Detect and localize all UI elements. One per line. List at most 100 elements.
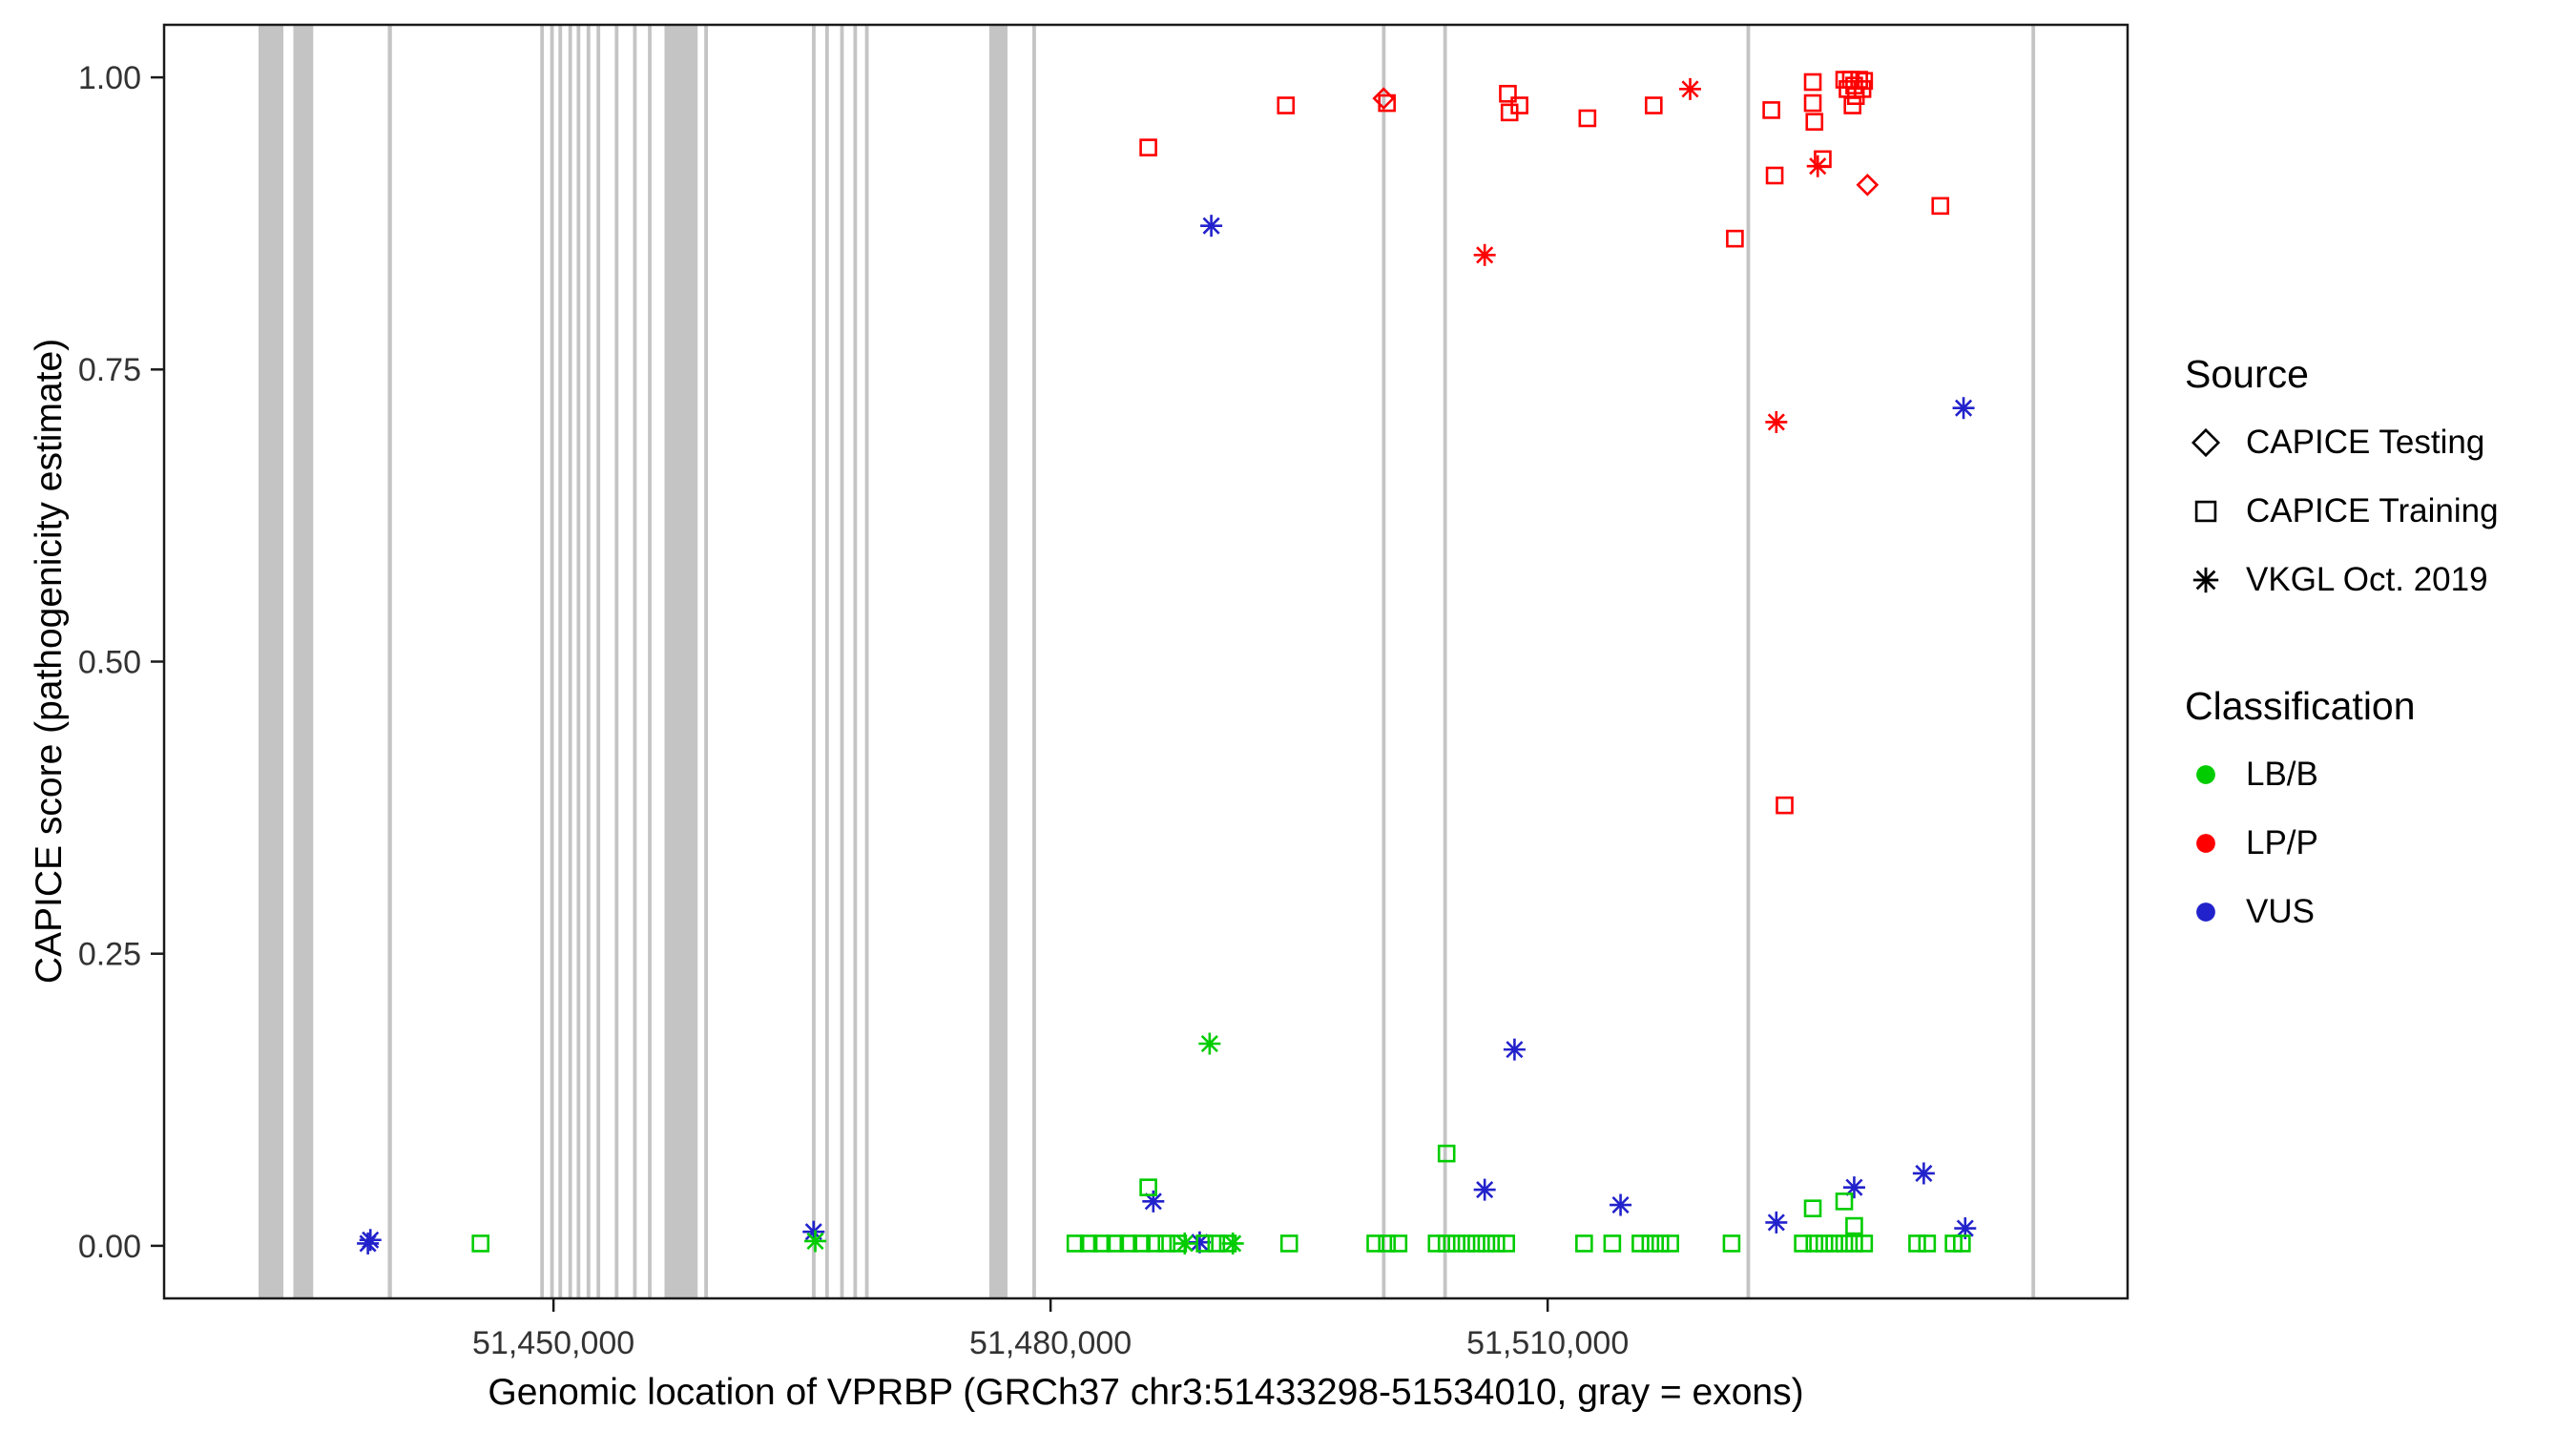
data-point [1855,1234,1874,1253]
data-point [1473,1178,1496,1201]
data-point [1467,1234,1485,1253]
exon-bar [853,25,858,1298]
data-point [1952,397,1975,420]
data-point [1651,1234,1670,1253]
legend-item-vkgl: VKGL Oct. 2019 [2185,546,2566,614]
legend-item-vus: VUS [2185,878,2566,946]
y-tick-label: 0.00 [78,1229,141,1265]
data-point [1843,96,1862,114]
data-point [1510,96,1528,114]
exon-bar [988,25,1008,1298]
exon-bar [550,25,554,1298]
legend-item-lpp: LP/P [2185,809,2566,878]
data-point [1918,1234,1937,1253]
legend-item-capice-training: CAPICE Training [2185,477,2566,546]
data-point [1578,109,1597,128]
data-point [1631,1234,1650,1253]
data-point [1842,1176,1865,1199]
data-point [1575,1234,1593,1253]
legend-group-source: Source CAPICE Testing CAPICE Training [2185,351,2566,614]
data-point [1765,410,1788,433]
data-point [1378,1234,1396,1253]
y-tick-label: 0.25 [78,937,141,973]
data-point [1139,138,1157,156]
exon-bar [704,25,708,1298]
data-point [1437,1234,1456,1253]
data-point [1106,1234,1125,1253]
data-point [1931,197,1950,216]
data-point [1499,84,1517,103]
data-point [1473,243,1496,266]
data-point [1661,1234,1679,1253]
data-point [1146,1234,1164,1253]
y-tick-label: 1.00 [78,60,141,96]
data-point [1139,1178,1157,1196]
data-point [1803,1199,1822,1217]
square-icon [2194,500,2217,523]
data-point [1200,215,1223,238]
data-point [804,1230,827,1253]
exon-bar [633,25,637,1298]
vus-dot-icon [2196,902,2215,922]
data-point [1487,1234,1506,1253]
data-point [471,1234,490,1253]
exon-bar [812,25,816,1298]
data-point [1855,72,1874,91]
y-axis-title: CAPICE score (pathogenicity estimate) [29,338,70,985]
panel-border [162,23,2129,1300]
data-point [1762,101,1780,119]
exon-bar [1443,25,1447,1298]
data-point [1845,1234,1863,1253]
exon-bar [293,25,314,1298]
data-point [1437,1144,1456,1163]
exon-bar [648,25,652,1298]
data-point [1805,1234,1824,1253]
legend-label: LB/B [2246,756,2318,793]
data-point [1803,73,1822,92]
exon-bar [596,25,601,1298]
x-tick-label: 51,450,000 [472,1325,634,1361]
data-point [1389,1234,1408,1253]
data-point [1794,1234,1812,1253]
data-point [1765,1211,1788,1234]
legend-label: CAPICE Training [2246,492,2499,529]
data-point [1497,1234,1516,1253]
data-point [1610,1193,1632,1216]
data-point [1079,1234,1098,1253]
exon-bar [1381,25,1386,1298]
data-point [1457,1234,1476,1253]
y-tick-label: 0.50 [78,644,141,680]
data-point [1845,1216,1863,1235]
data-point [1119,1234,1138,1253]
exon-bar [586,25,591,1298]
data-point [1195,1234,1214,1253]
exon-bar [568,25,572,1298]
data-point [1277,96,1296,114]
legend-label: CAPICE Testing [2246,424,2485,461]
data-point [1132,1234,1151,1253]
exon-bar [558,25,563,1298]
exon-bar [540,25,545,1298]
exon-bar [864,25,869,1298]
data-point [1092,1234,1111,1253]
data-point [1207,1234,1226,1253]
data-point [1825,1234,1843,1253]
data-point [1805,113,1824,131]
data-point [1503,1038,1526,1061]
data-point [1722,1234,1741,1253]
data-point [1157,1234,1176,1253]
exon-bar [2031,25,2036,1298]
data-point [1603,1234,1622,1253]
exon-bar [614,25,619,1298]
legend-classification-title: Classification [2185,684,2416,728]
legend-source-title: Source [2185,352,2309,396]
legend-label: VUS [2246,893,2315,930]
exon-bar [258,25,284,1298]
exon-bar [664,25,698,1298]
legend-item-lbb: LB/B [2185,740,2566,809]
exon-bar [840,25,844,1298]
exon-bar [576,25,581,1298]
data-point [1366,1234,1384,1253]
data-point [1279,1234,1298,1253]
